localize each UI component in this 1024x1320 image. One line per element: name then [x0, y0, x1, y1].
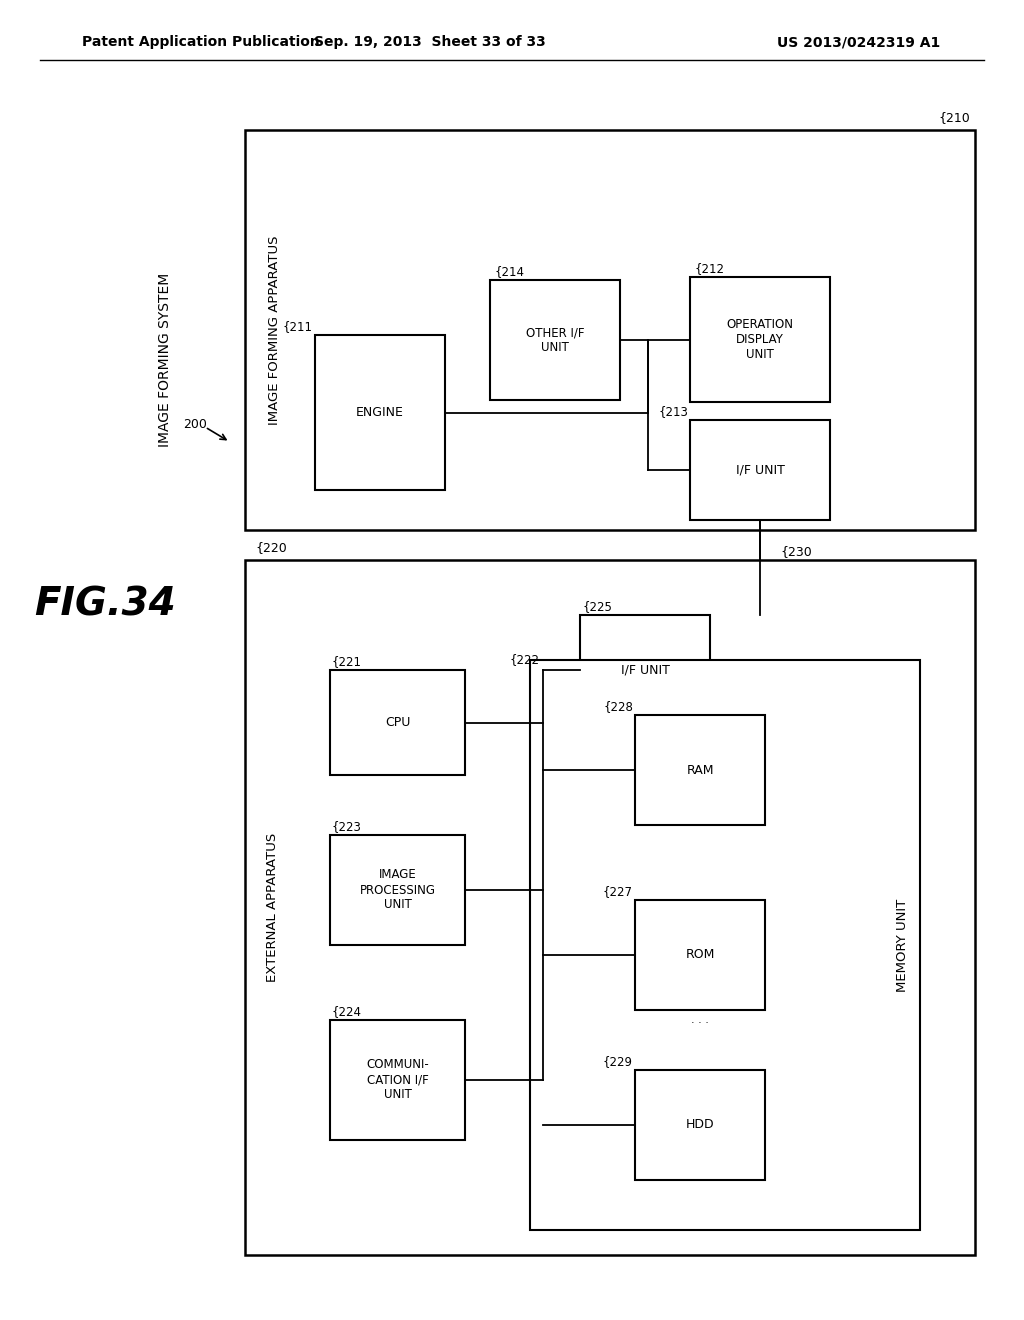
Text: {227: {227: [603, 886, 633, 899]
Bar: [245, 129, 975, 531]
Bar: [315, 335, 445, 490]
Bar: [330, 1020, 465, 1140]
Text: {229: {229: [603, 1056, 633, 1068]
Bar: [635, 1071, 765, 1180]
Bar: [530, 660, 920, 1230]
Bar: [635, 900, 765, 1010]
Text: FIG.34: FIG.34: [34, 586, 176, 624]
Text: {225: {225: [583, 601, 613, 614]
Text: IMAGE FORMING APPARATUS: IMAGE FORMING APPARATUS: [268, 235, 282, 425]
Text: . . .: . . .: [691, 1015, 709, 1026]
Text: OPERATION
DISPLAY
UNIT: OPERATION DISPLAY UNIT: [726, 318, 794, 360]
Text: ROM: ROM: [685, 949, 715, 961]
Text: {210: {210: [938, 111, 970, 124]
Bar: [490, 280, 620, 400]
Bar: [690, 420, 830, 520]
Text: COMMUNI-
CATION I/F
UNIT: COMMUNI- CATION I/F UNIT: [367, 1059, 429, 1101]
Text: MEMORY UNIT: MEMORY UNIT: [896, 899, 908, 991]
Text: ENGINE: ENGINE: [356, 407, 403, 418]
Bar: [580, 615, 710, 725]
Text: OTHER I/F
UNIT: OTHER I/F UNIT: [525, 326, 585, 354]
Text: 200: 200: [183, 418, 207, 432]
Text: {221: {221: [332, 656, 362, 668]
Text: IMAGE FORMING SYSTEM: IMAGE FORMING SYSTEM: [158, 273, 172, 447]
Text: {214: {214: [495, 265, 525, 279]
Text: HDD: HDD: [686, 1118, 715, 1131]
Bar: [330, 671, 465, 775]
Text: I/F UNIT: I/F UNIT: [621, 664, 670, 676]
Bar: [245, 560, 975, 1255]
Text: Patent Application Publication: Patent Application Publication: [82, 36, 319, 49]
Text: {228: {228: [603, 701, 633, 714]
Text: IMAGE
PROCESSING
UNIT: IMAGE PROCESSING UNIT: [359, 869, 435, 912]
Text: {224: {224: [332, 1006, 362, 1019]
Bar: [635, 715, 765, 825]
Text: RAM: RAM: [686, 763, 714, 776]
Text: {211: {211: [283, 321, 313, 334]
Bar: [690, 277, 830, 403]
Text: I/F UNIT: I/F UNIT: [735, 463, 784, 477]
Text: Sep. 19, 2013  Sheet 33 of 33: Sep. 19, 2013 Sheet 33 of 33: [314, 36, 546, 49]
Text: EXTERNAL APPARATUS: EXTERNAL APPARATUS: [266, 833, 280, 982]
Text: US 2013/0242319 A1: US 2013/0242319 A1: [777, 36, 940, 49]
Text: {223: {223: [332, 821, 361, 833]
Text: {213: {213: [658, 405, 688, 418]
Text: {220: {220: [255, 541, 287, 554]
Text: {222: {222: [510, 653, 540, 667]
Bar: [330, 836, 465, 945]
Text: {212: {212: [695, 263, 725, 276]
Text: CPU: CPU: [385, 715, 411, 729]
Text: {230: {230: [780, 545, 812, 558]
